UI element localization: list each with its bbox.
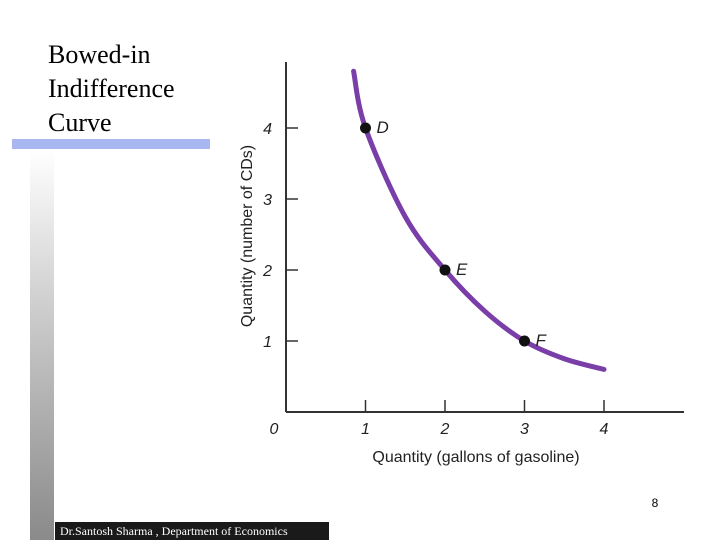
x-tick-label: 0 (270, 421, 279, 438)
indifference-curve (351, 68, 607, 372)
y-axis-label: Quantity (number of CDs) (239, 145, 256, 327)
x-axis-label: Quantity (gallons of gasoline) (372, 449, 579, 466)
point-d-marker (360, 122, 371, 134)
y-tick-label: 2 (262, 263, 272, 280)
slide-title-line-2: Indifference (48, 74, 175, 103)
slide-title-line-3: Curve (48, 108, 112, 137)
x-tick-label: 1 (361, 421, 370, 438)
x-tick-label: 2 (440, 421, 450, 438)
point-e-marker (439, 264, 451, 276)
axis-ticks: 1 2 3 4 0 1 2 3 4 (262, 121, 608, 438)
slide-title-line-1: Bowed-in (48, 40, 151, 69)
y-tick-label: 1 (263, 334, 272, 351)
page-number: 8 (651, 496, 659, 510)
point-e-label: E (456, 260, 468, 279)
labeled-points: D E F (360, 118, 548, 350)
title-accent-rule (12, 139, 210, 149)
point-d-label: D (377, 118, 389, 137)
y-tick-label: 3 (263, 192, 272, 209)
point-f-marker (519, 335, 530, 347)
point-f-label: F (536, 331, 548, 350)
x-tick-label: 3 (520, 421, 529, 438)
decorative-side-bar (30, 150, 54, 540)
slide-title: Bowed-in Indifference Curve (48, 38, 238, 140)
x-tick-label: 4 (600, 421, 609, 438)
y-tick-label: 4 (263, 121, 272, 138)
footer-credit: Dr.Santosh Sharma , Department of Econom… (55, 522, 329, 540)
